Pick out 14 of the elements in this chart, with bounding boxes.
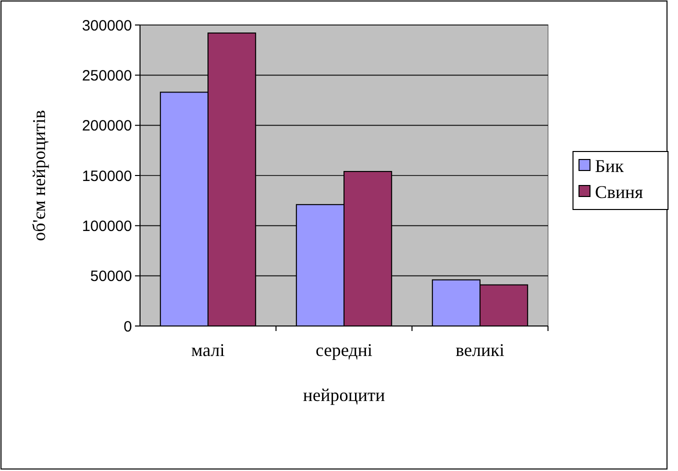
y-tick-label: 200000 (82, 118, 132, 135)
y-axis-title: об'єм нейроцитів (29, 110, 49, 241)
x-tick-label: середні (316, 340, 372, 360)
legend-label: Свиня (595, 182, 644, 202)
y-tick-label: 250000 (82, 67, 132, 84)
y-tick-label: 50000 (90, 268, 132, 286)
x-axis-title: нейроцити (302, 385, 386, 405)
y-tick-label: 0 (124, 318, 132, 336)
legend-label: Бик (595, 156, 624, 176)
y-tick-label: 300000 (82, 17, 132, 34)
x-tick-label: малі (191, 340, 225, 360)
y-tick-label: 100000 (82, 218, 132, 235)
x-tick-label: великі (456, 340, 504, 360)
y-tick-label: 150000 (82, 168, 132, 185)
